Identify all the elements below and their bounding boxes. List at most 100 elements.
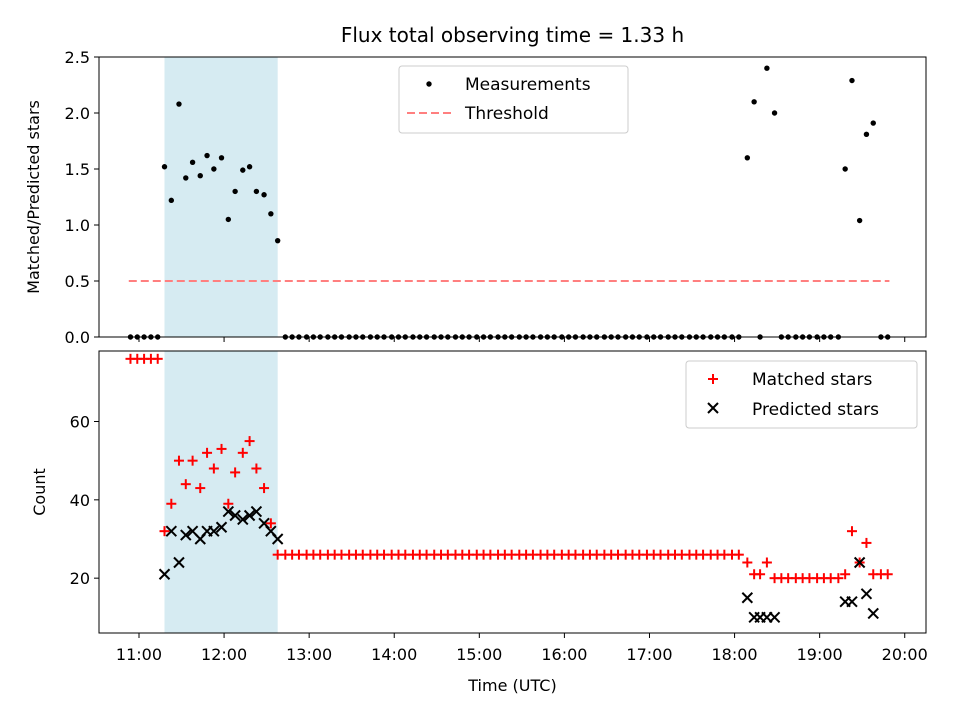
matched-star-point [259,483,270,494]
y-tick-label: 0.0 [65,328,90,347]
predicted-star-point [165,525,178,537]
x-tick-label: 15:00 [456,645,502,664]
measurements-series [127,65,891,340]
matched-star-point [846,526,857,537]
predicted-star-point [243,509,256,522]
bottom-x-axis: 11:00 12:00 13:00 14:00 15:00 16:00 17:00 18:00… [116,633,928,664]
legend-measurements-marker [426,81,432,87]
measurement-point [863,131,870,137]
predicted-stars-series [158,505,879,624]
predicted-star-point [271,533,284,545]
top-axes-frame [98,56,927,338]
predicted-star-point [250,505,263,518]
measurement-point [176,101,182,107]
predicted-star-point [768,611,781,624]
predicted-star-point [208,525,220,537]
x-tick-label: 16:00 [541,645,587,664]
measurement-point [183,175,189,181]
predicted-star-point [237,513,249,526]
predicted-star-point [180,529,192,541]
shaded-span-rect [164,57,278,337]
predicted-star-point [867,607,879,620]
measurement-point [168,197,175,204]
legend-matched-label: Matched stars [752,370,872,390]
matched-star-point [173,455,184,466]
matched-star-point [742,557,753,568]
legend-predicted-label: Predicted stars [752,400,879,420]
predicted-star-point [158,568,171,580]
bottom-y-axis-label: Count [30,468,49,516]
bottom-axes-frame [98,350,927,634]
y-tick-label: 2.0 [65,104,90,123]
predicted-star-point [229,509,241,522]
legend-measurements-label: Measurements [465,75,591,95]
predicted-star-point [741,592,754,604]
top-x-ticks [138,337,906,342]
measurement-point [253,188,260,195]
measurement-point [268,211,274,217]
predicted-star-point [222,505,235,518]
x-tick-label: 13:00 [286,645,332,664]
measurement-point [849,77,855,84]
measurement-point [232,188,238,195]
matched-star-point [159,526,170,537]
measurement-point [161,164,168,170]
x-tick-label: 14:00 [371,645,417,664]
measurement-point [211,166,217,172]
y-tick-label: 2.5 [65,48,90,67]
x-tick-label: 17:00 [626,645,672,664]
measurement-point [744,155,751,161]
matched-star-point [180,479,191,490]
bottom-y-axis: 20 40 60 [70,413,99,588]
measurement-point [225,216,232,223]
matched-star-point [152,353,163,364]
x-tick-label: 20:00 [882,645,928,664]
measurement-point [856,217,863,224]
matched-star-point [251,463,262,474]
matched-star-point [223,498,234,509]
matched-star-point [202,447,213,458]
measurement-point [189,159,196,165]
measurement-point [274,237,281,244]
chart-title: Flux total observing time = 1.33 h [341,23,684,47]
measurement-point [204,152,210,159]
x-tick-label: 18:00 [712,645,758,664]
measurement-point [197,173,203,179]
matched-star-point [833,573,844,584]
y-tick-label: 40 [70,491,90,510]
top-y-axis: 0.0 0.5 1.0 1.5 2.0 2.5 [65,48,99,347]
measurement-point [751,99,757,105]
matched-star-point [861,537,872,548]
matched-star-point [237,447,248,458]
matched-star-point [733,549,744,560]
matched-star-point [265,518,276,529]
top-shaded-span [164,57,278,337]
matched-star-point [195,483,206,494]
y-tick-label: 1.5 [65,160,90,179]
matched-star-point [230,467,241,478]
top-y-axis-label: Matched/Predicted stars [24,100,43,294]
x-tick-label: 11:00 [116,645,162,664]
bottom-legend-box [685,360,918,429]
legend-matched-marker [708,374,718,384]
measurement-point [246,164,253,170]
measurement-point [771,110,778,116]
bottom-legend: Matched stars Predicted stars [685,360,918,429]
top-legend: Measurements Threshold [398,65,629,134]
measurement-point [764,65,770,71]
shaded-span-rect [164,351,278,633]
predicted-star-point [846,595,858,608]
bottom-panel: 20 40 60 11:00 12:00 13:00 14:00 15:00 16:00 17:… [30,350,928,695]
legend-threshold-label: Threshold [464,104,549,124]
matched-star-point [208,463,219,474]
matched-star-point [761,557,772,568]
x-tick-label: 12:00 [201,645,247,664]
top-legend-box [398,65,629,134]
matched-stars-series [125,353,893,584]
y-tick-label: 60 [70,413,90,432]
y-tick-label: 20 [70,569,90,588]
matched-star-point [840,569,851,580]
predicted-star-point [860,588,873,600]
predicted-star-point [853,556,866,569]
